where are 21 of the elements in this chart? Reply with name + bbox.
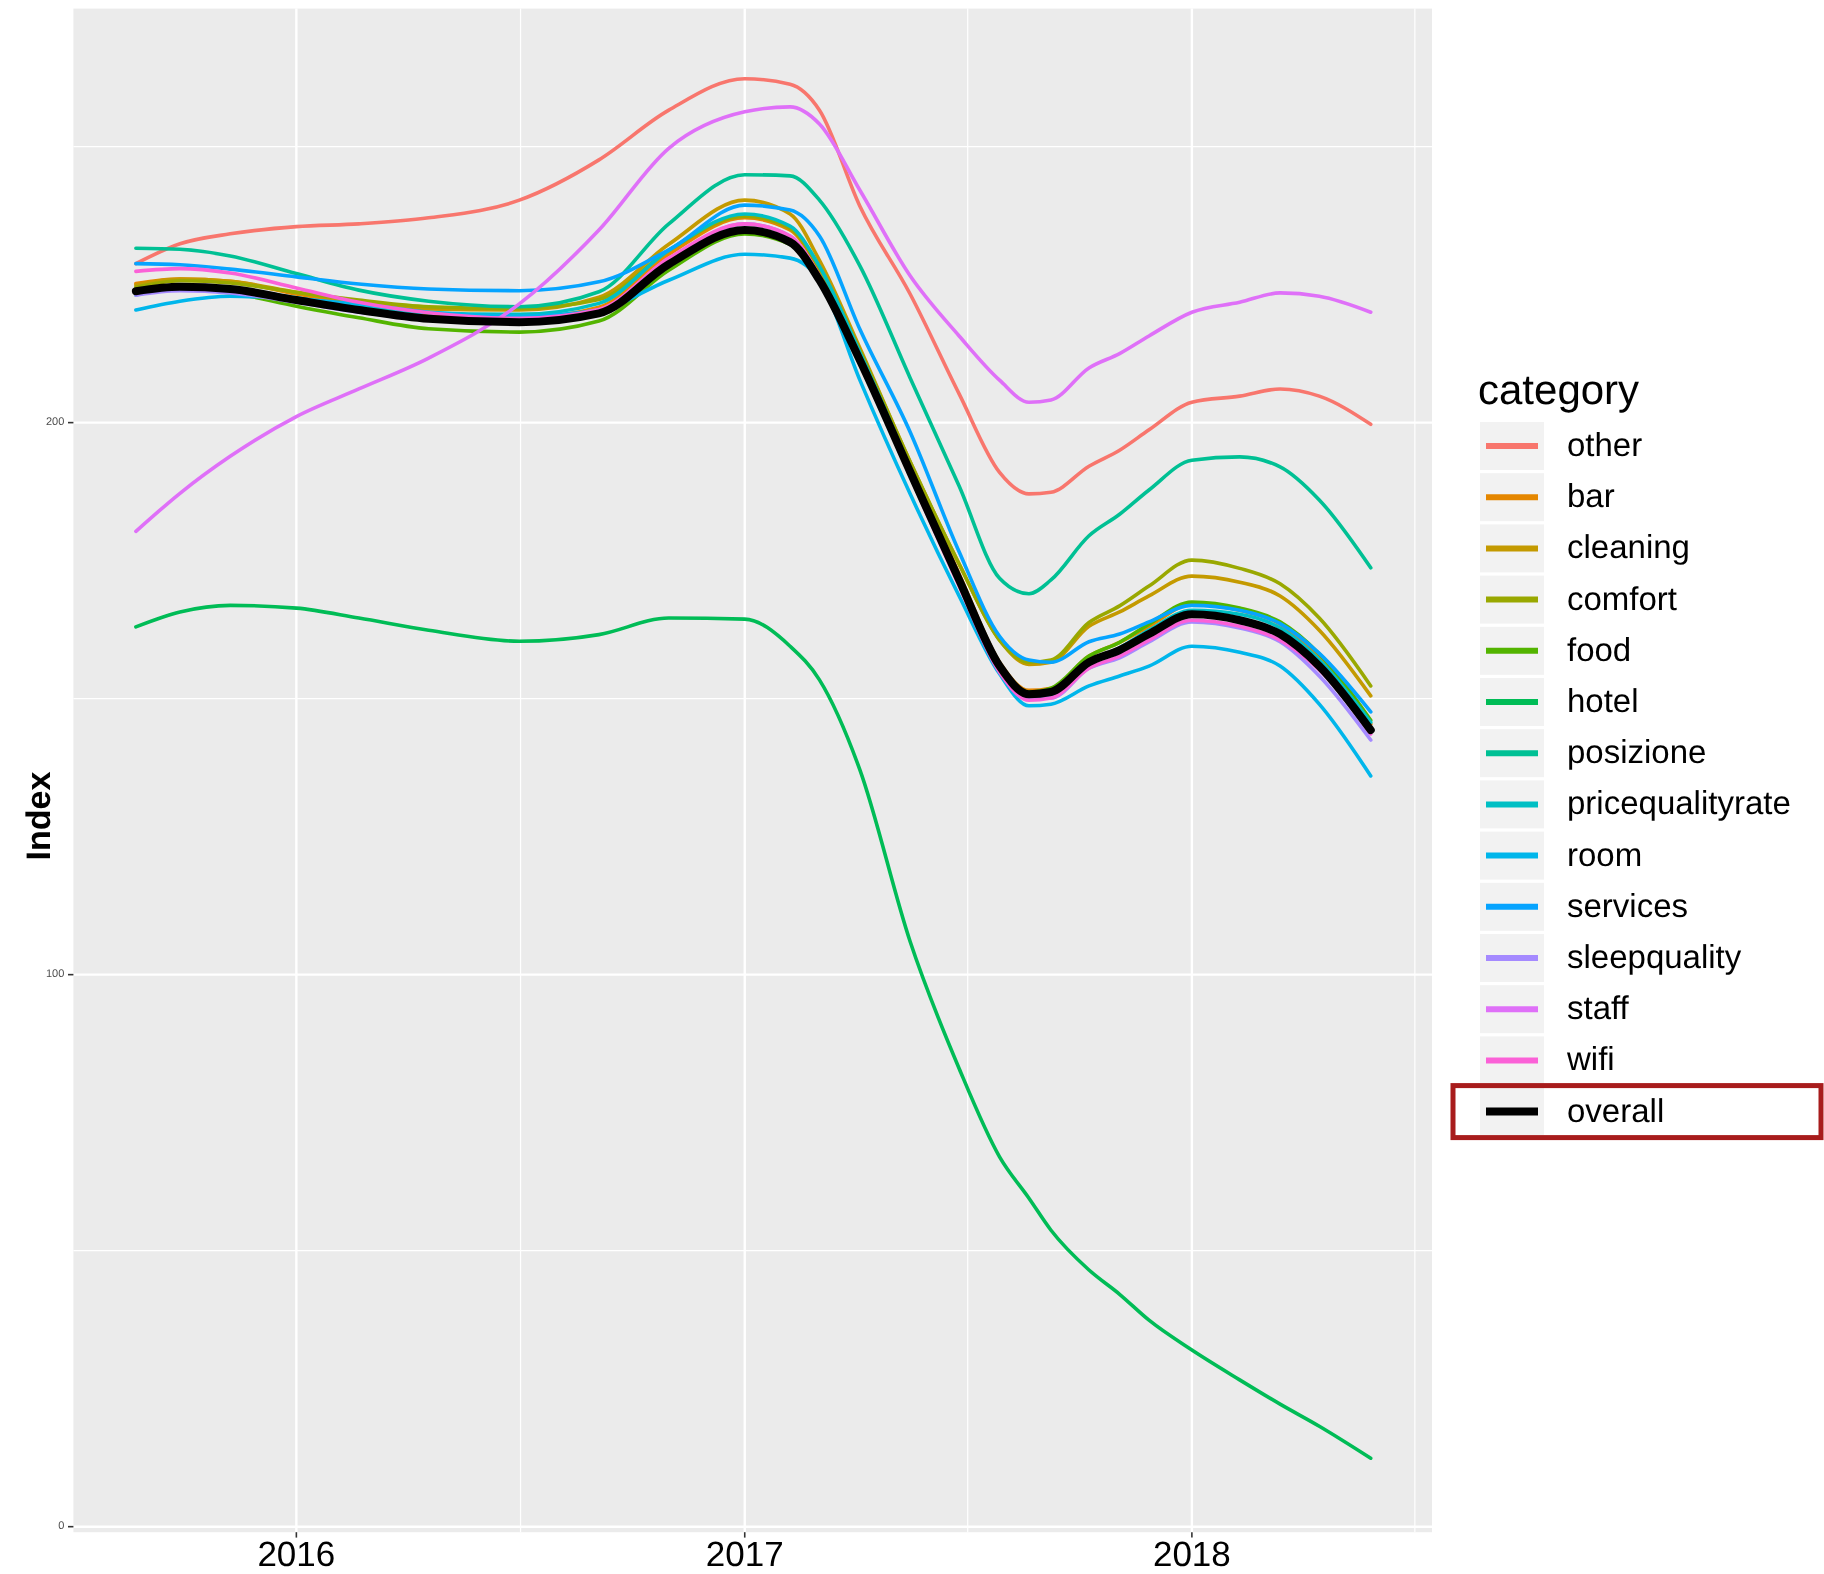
line-series — [134, 172, 1373, 596]
line-series — [134, 603, 1373, 1461]
y-axis-title: Index — [19, 770, 57, 861]
legend-label: bar — [1567, 479, 1616, 516]
legend-label: comfort — [1567, 581, 1678, 618]
legend-label: hotel — [1567, 684, 1639, 720]
legend-label: posizione — [1567, 735, 1707, 772]
legend-label: room — [1567, 837, 1643, 874]
legend-label: other — [1567, 428, 1644, 464]
x-tick-label: 2017 — [705, 1534, 784, 1574]
legend-label: overall — [1567, 1093, 1665, 1130]
legend-title: category — [1478, 367, 1641, 413]
legend-label: pricequalityrate — [1567, 786, 1791, 823]
legend-label: wifi — [1565, 1042, 1615, 1079]
legend-label: sleepquality — [1567, 940, 1743, 976]
legend-label: cleaning — [1567, 530, 1690, 567]
legend-label: staff — [1567, 991, 1630, 1028]
legend-label: food — [1567, 632, 1632, 669]
x-tick-label: 2018 — [1152, 1534, 1231, 1574]
legend-label: services — [1567, 888, 1689, 925]
x-tick-label: 2016 — [257, 1534, 336, 1574]
